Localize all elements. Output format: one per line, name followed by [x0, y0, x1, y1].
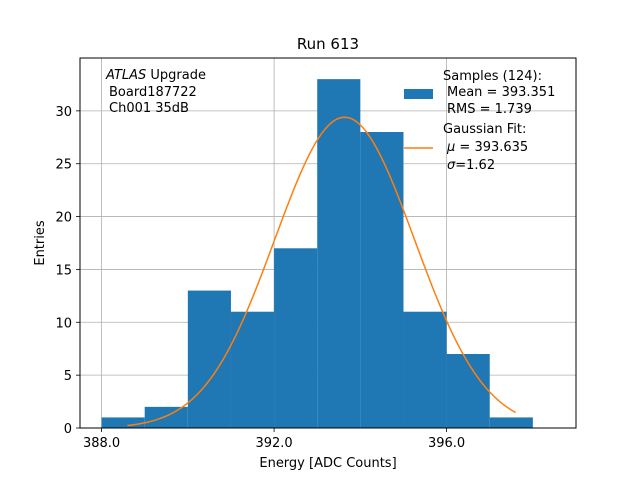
x-axis-label: Energy [ADC Counts] — [259, 456, 396, 471]
histogram-bar — [360, 132, 404, 428]
chart-title: Run 613 — [297, 35, 359, 53]
atlas-channel: Ch001 35dB — [109, 101, 189, 116]
y-tick-label: 25 — [55, 158, 72, 173]
x-tick-label: 396.0 — [428, 436, 465, 451]
x-axis: 388.0 392.0 396.0 — [83, 428, 465, 451]
y-axis-label: Entries — [33, 220, 48, 266]
x-tick-label: 392.0 — [255, 436, 292, 451]
y-axis: 0 5 10 15 20 25 30 — [55, 105, 80, 437]
sigma-value: =1.62 — [455, 158, 495, 173]
atlas-annotation: ATLAS Upgrade Board187722 Ch001 35dB — [105, 68, 206, 116]
mu-symbol: μ — [446, 140, 455, 155]
mu-value: = 393.635 — [455, 140, 528, 155]
histogram-bar — [489, 417, 533, 428]
atlas-upgrade: Upgrade — [146, 68, 206, 83]
x-tick-label: 388.0 — [83, 436, 120, 451]
histogram-bar — [101, 417, 145, 428]
histogram-bar — [446, 354, 490, 428]
legend: Samples (124): Mean = 393.351 RMS = 1.73… — [404, 69, 555, 173]
sigma-symbol: σ — [447, 158, 456, 173]
histogram-bar — [144, 406, 188, 428]
atlas-board: Board187722 — [109, 85, 197, 100]
histogram-bar — [317, 79, 361, 429]
y-tick-label: 30 — [55, 105, 72, 120]
legend-samples-rms: RMS = 1.739 — [447, 102, 532, 117]
legend-samples-line1: Samples (124): — [443, 69, 542, 84]
legend-fit-line1: Gaussian Fit: — [443, 122, 526, 137]
histogram-bar — [274, 248, 318, 428]
plot-frame — [79, 57, 577, 429]
histogram-bar — [187, 290, 231, 428]
fit-layer — [127, 116, 516, 427]
histogram-bar — [403, 311, 447, 428]
legend-samples-patch — [404, 89, 433, 99]
legend-fit-sigma: σ=1.62 — [447, 158, 495, 173]
gaussian-fit-curve — [127, 116, 516, 427]
y-tick-label: 10 — [55, 316, 72, 331]
y-tick-label: 0 — [64, 422, 72, 437]
atlas-line1: ATLAS Upgrade — [105, 68, 206, 83]
atlas-italic: ATLAS — [105, 68, 146, 83]
y-tick-label: 5 — [64, 369, 72, 384]
legend-samples-mean: Mean = 393.351 — [447, 85, 555, 100]
histogram-bar — [230, 311, 275, 428]
y-tick-label: 15 — [55, 263, 72, 278]
y-tick-label: 20 — [55, 211, 72, 226]
legend-fit-mu: μ = 393.635 — [446, 140, 528, 155]
